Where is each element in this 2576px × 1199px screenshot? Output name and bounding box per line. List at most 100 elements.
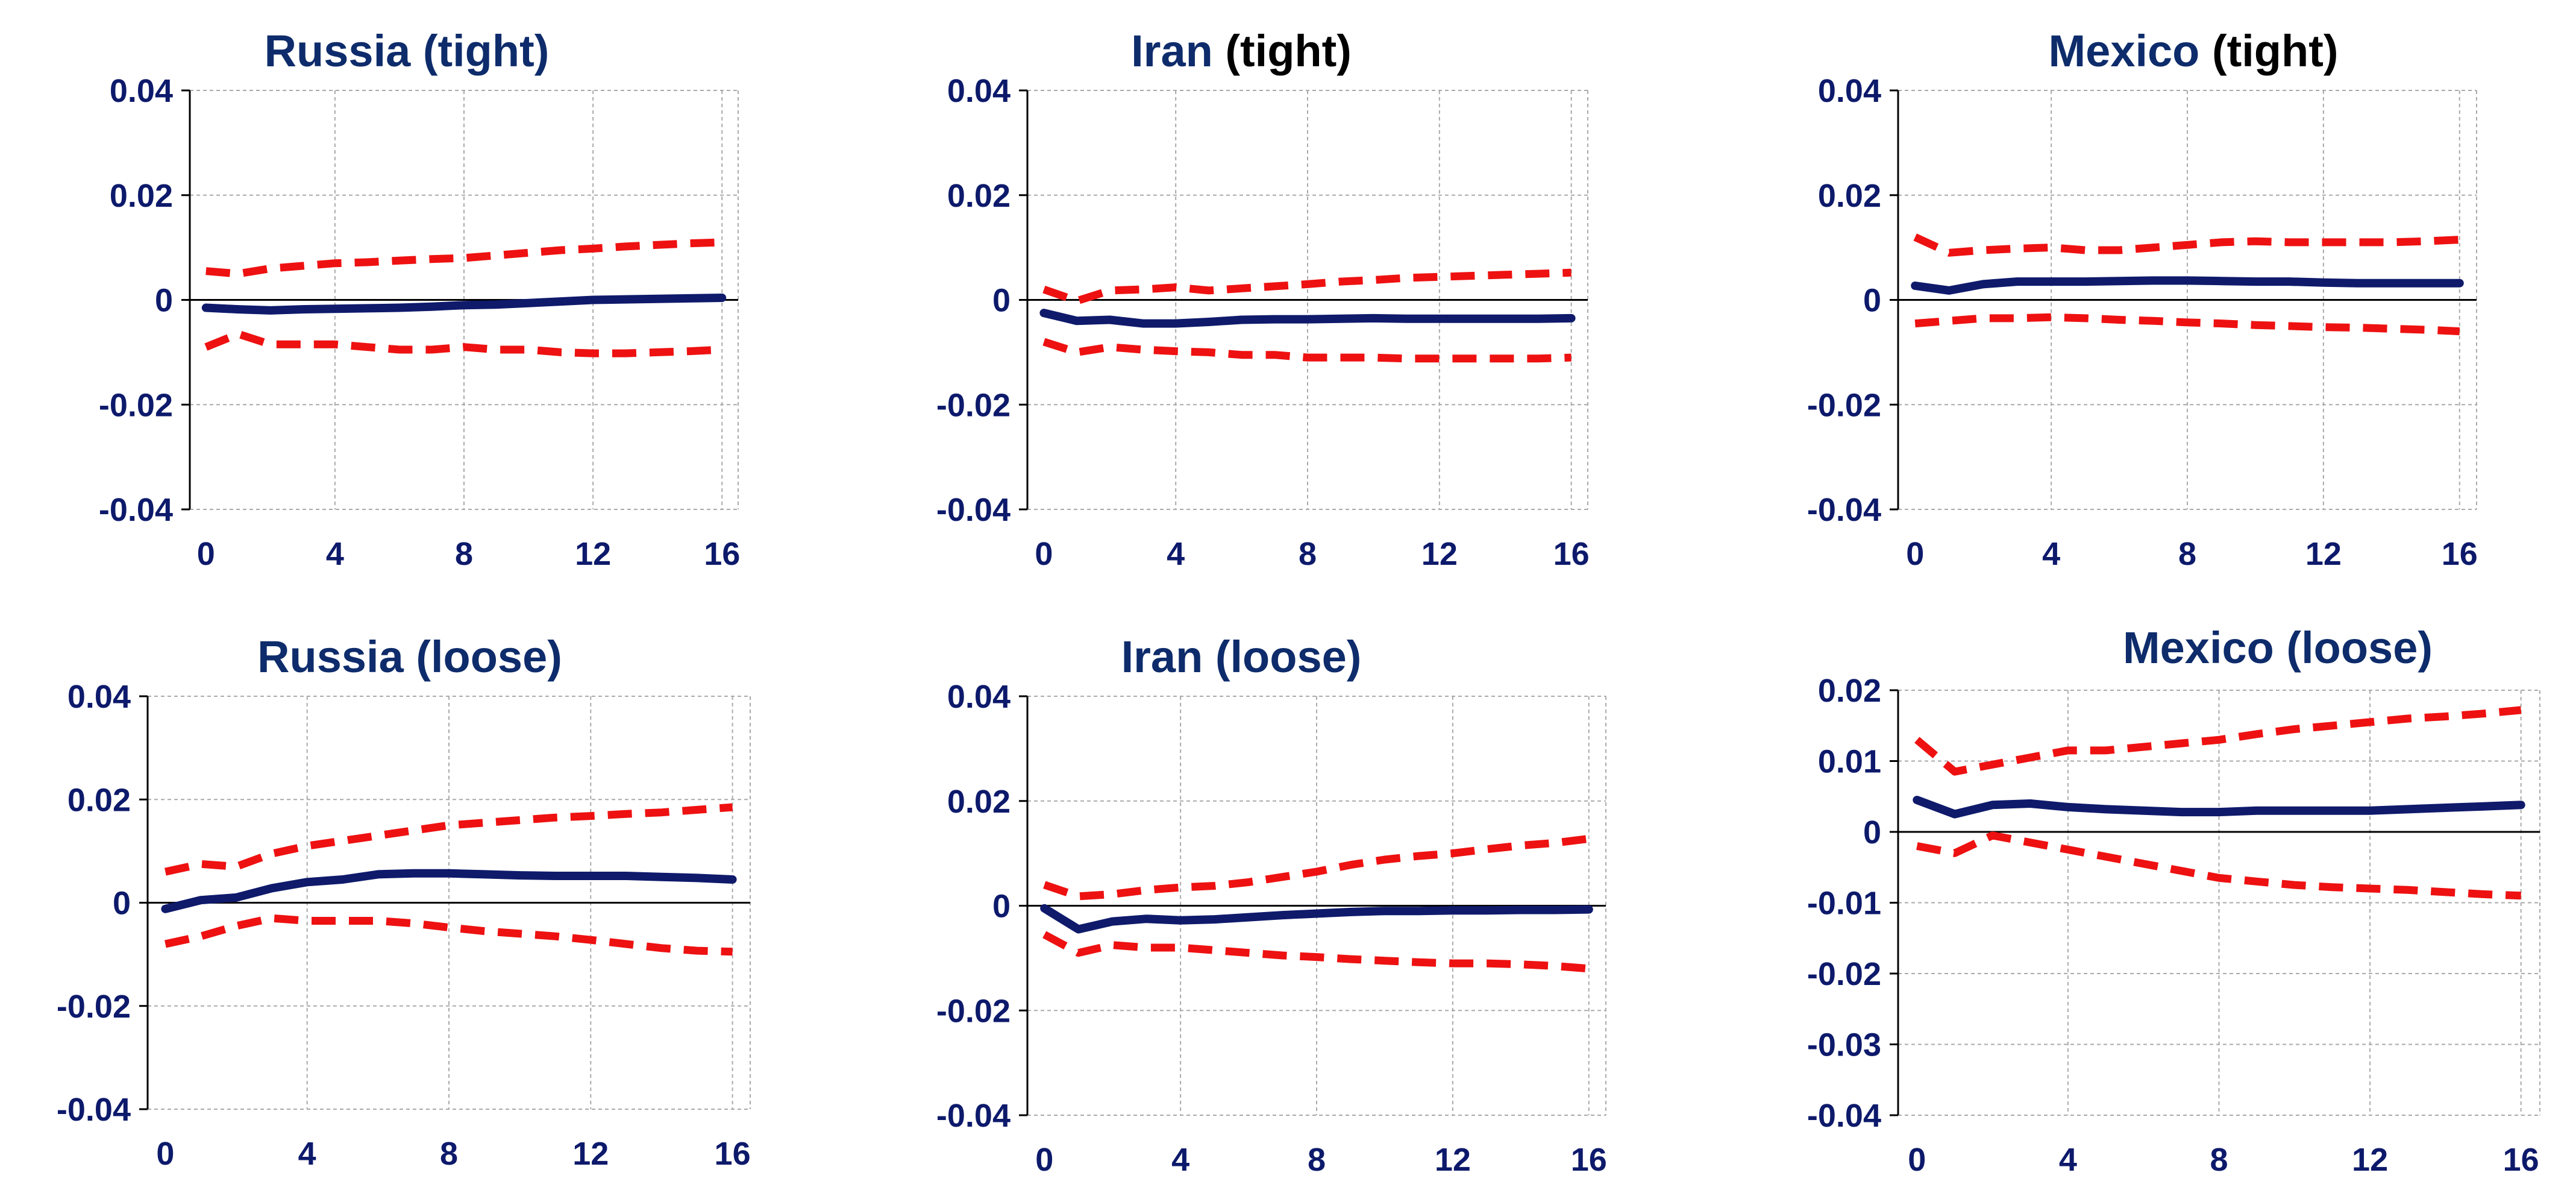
series-line-lower (1914, 313, 2460, 336)
chart-title: Russia (tight) (265, 26, 550, 76)
x-tick-label: 0 (1035, 1142, 1053, 1178)
x-tick-label: 16 (2503, 1142, 2539, 1178)
series-line-lower (204, 330, 722, 357)
y-tick-label: -0.02 (1807, 956, 1881, 992)
chart-title-part: Mexico (loose) (2123, 623, 2433, 673)
x-tick-label: 4 (326, 536, 344, 572)
y-tick-label: 0 (1863, 814, 1881, 851)
x-tick-label: 12 (1435, 1142, 1471, 1178)
x-tick-label: 16 (715, 1136, 751, 1172)
x-tick-label: 12 (575, 536, 611, 572)
x-tick-label: 8 (1299, 536, 1317, 572)
series-line-lower (165, 914, 733, 956)
x-tick-label: 4 (298, 1136, 316, 1172)
x-tick-label: 16 (1571, 1142, 1607, 1178)
x-tick-label: 0 (1906, 536, 1924, 572)
x-tick-label: 12 (2305, 536, 2342, 572)
chart-title-part: Iran (1131, 26, 1213, 76)
x-tick-label: 8 (455, 536, 473, 572)
panel-russia-tight: -0.04 -0.02 0 0.02 0.04 0 4 8 12 16 Russia (tight) (99, 26, 740, 572)
series-line-upper (1913, 233, 2460, 257)
panel-mexico-tight: -0.04 -0.02 0 0.02 0.04 0 4 8 12 16 Mexico (tight) (1807, 26, 2478, 572)
chart-title-part: Russia (loose) (257, 632, 562, 682)
x-tick-label: 0 (197, 536, 215, 572)
y-tick-label: -0.04 (936, 1098, 1011, 1134)
y-tick-label: 0.02 (110, 178, 173, 214)
x-tick-label: 12 (1421, 536, 1458, 572)
y-tick-label: -0.02 (936, 387, 1011, 423)
x-tick-label: 16 (1553, 536, 1590, 572)
chart-title-part: Mexico (2049, 26, 2200, 76)
series-line-upper (1914, 706, 2522, 776)
y-tick-label: -0.04 (99, 492, 173, 528)
series-line-median (161, 869, 737, 913)
series-line-lower (1916, 831, 2521, 900)
y-tick-label: 0.04 (110, 73, 173, 109)
x-tick-label: 8 (1308, 1142, 1326, 1178)
x-tick-label: 16 (704, 536, 740, 572)
x-tick-label: 4 (2059, 1142, 2077, 1178)
panel-iran-loose: -0.04 -0.02 0 0.02 0.04 0 4 8 12 16 Iran (loose) (936, 632, 1607, 1178)
y-tick-label: -0.02 (57, 989, 131, 1025)
series-line-upper (205, 238, 722, 278)
x-tick-label: 8 (440, 1136, 458, 1172)
x-tick-label: 0 (1908, 1142, 1926, 1178)
y-tick-label: 0.02 (67, 782, 131, 818)
chart-title: Mexico (loose) (2123, 623, 2433, 673)
x-tick-label: 0 (156, 1136, 174, 1172)
series-line-median (1911, 276, 2464, 295)
series-line-upper (165, 803, 733, 876)
x-tick-label: 4 (1171, 1142, 1189, 1178)
x-tick-label: 0 (1035, 536, 1053, 572)
series-line-lower (1042, 338, 1572, 363)
y-tick-label: -0.04 (57, 1092, 131, 1128)
series-line-median (201, 294, 727, 315)
chart-title-part: Iran (loose) (1121, 632, 1362, 682)
y-tick-label: 0.04 (947, 73, 1011, 109)
chart-title: Iran (tight) (1131, 26, 1352, 76)
panel-mexico-loose: -0.04 -0.03 -0.02 -0.01 0 0.01 0.02 0 4 8 12 16 Mexi… (1807, 623, 2540, 1178)
chart-title-part: (tight) (1213, 26, 1352, 76)
series-line-upper (1042, 268, 1572, 305)
y-tick-label: 0.02 (947, 784, 1011, 820)
y-tick-label: 0 (113, 886, 131, 922)
y-tick-label: 0 (155, 283, 173, 319)
y-tick-label: 0.02 (947, 178, 1011, 214)
y-tick-label: -0.02 (1807, 387, 1881, 423)
x-tick-label: 12 (2352, 1142, 2388, 1178)
chart-title-part: Russia (tight) (265, 26, 550, 76)
y-tick-label: -0.03 (1807, 1027, 1881, 1063)
y-tick-label: 0.04 (67, 679, 131, 715)
chart-title: Iran (loose) (1121, 632, 1362, 682)
y-tick-label: 0.01 (1818, 744, 1881, 780)
y-tick-label: -0.02 (99, 387, 173, 423)
x-tick-label: 8 (2178, 536, 2196, 572)
x-tick-label: 16 (2442, 536, 2478, 572)
series-line-median (1039, 309, 1576, 328)
y-tick-label: -0.01 (1807, 886, 1881, 922)
chart-title: Mexico (tight) (2049, 26, 2339, 76)
chart-title-part: (tight) (2199, 26, 2338, 76)
y-tick-label: 0 (992, 283, 1011, 319)
panel-iran-tight: -0.04 -0.02 0 0.02 0.04 0 4 8 12 16 Iran (tight) (936, 26, 1590, 572)
y-tick-label: 0.04 (1818, 73, 1881, 109)
x-tick-label: 12 (572, 1136, 609, 1172)
panel-russia-loose: -0.04 -0.02 0 0.02 0.04 0 4 8 12 16 Russia (loose) (57, 632, 751, 1172)
y-tick-label: -0.04 (1807, 492, 1881, 528)
y-tick-label: 0.04 (947, 679, 1011, 715)
x-tick-label: 4 (2042, 536, 2060, 572)
series-line-median (1913, 796, 2525, 819)
y-tick-label: -0.04 (936, 492, 1011, 528)
series-line-upper (1043, 834, 1590, 901)
x-tick-label: 8 (2210, 1142, 2228, 1178)
y-tick-label: 0 (1863, 283, 1881, 319)
series-line-lower (1042, 931, 1590, 973)
y-tick-label: 0.02 (1818, 178, 1881, 214)
y-tick-label: -0.04 (1807, 1098, 1881, 1134)
y-tick-label: 0 (992, 889, 1011, 925)
chart-title: Russia (loose) (257, 632, 562, 682)
y-tick-label: -0.02 (936, 993, 1011, 1029)
y-tick-label: 0.02 (1818, 673, 1881, 709)
series-line-median (1040, 904, 1593, 934)
